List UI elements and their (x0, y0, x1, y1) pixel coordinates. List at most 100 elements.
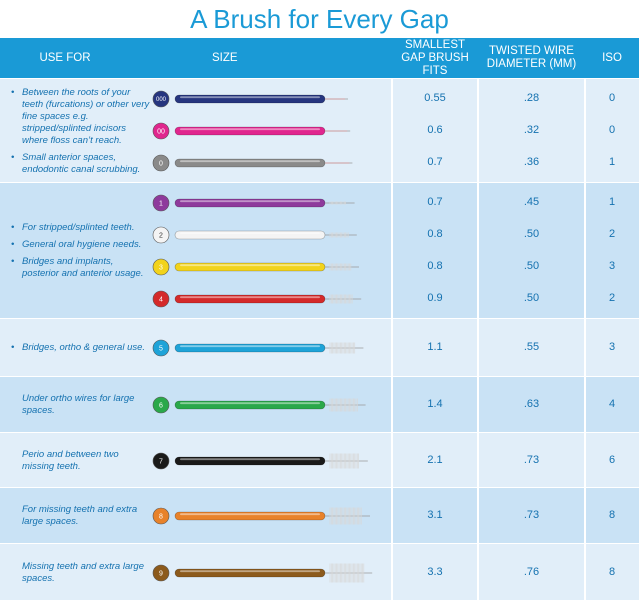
handle (174, 343, 326, 353)
use-text: General oral hygiene needs. (10, 239, 150, 251)
wire-cell: .50 (523, 292, 540, 304)
divider (584, 183, 586, 319)
use-text: Bridges, ortho & general use. (10, 342, 150, 354)
handle-shine (180, 200, 320, 203)
divider (584, 377, 586, 433)
uses: For missing teeth and extra large spaces… (10, 488, 150, 544)
handle-shine (180, 96, 320, 99)
size-badge (152, 396, 170, 414)
brush: 5 (152, 339, 364, 357)
divider (584, 488, 586, 544)
divider (477, 79, 479, 183)
iso-cell: 8 (608, 565, 616, 578)
handle-shine (180, 264, 320, 267)
gap-cell: 0.9 (427, 292, 443, 304)
handle-shine (180, 128, 320, 131)
handle (174, 262, 326, 272)
uses: Between the roots of your teeth (furcati… (10, 79, 150, 183)
size-label: 3 (159, 264, 163, 271)
handle-shine (180, 232, 320, 235)
divider (477, 377, 479, 433)
size-label: 2 (159, 232, 163, 239)
use-text: Under ortho wires for large spaces. (22, 393, 135, 416)
gap-cell: 1.1 (427, 341, 443, 353)
header-cell: TWISTED WIRE DIAMETER (MM) (486, 45, 577, 70)
gap-cell: 0.8 (427, 228, 443, 240)
size-label: 5 (159, 345, 163, 352)
handle (174, 126, 326, 136)
header-cell: SMALLEST GAP BRUSH FITS (401, 38, 469, 77)
iso-cell: 4 (608, 398, 616, 410)
use-text: For stripped/splinted teeth. (10, 222, 150, 234)
brush: 6 (152, 396, 366, 414)
size-badge (152, 226, 170, 244)
size-label: 1 (159, 200, 163, 207)
gap-cell: 2.1 (427, 453, 443, 466)
size-badge (152, 154, 170, 172)
use-text: Bridges and implants, posterior and ante… (10, 256, 150, 280)
iso-cell: 0 (608, 124, 616, 136)
group-row: Missing teeth and extra large spaces. 9 3.… (0, 543, 639, 600)
header-cell: USE FOR (39, 51, 91, 64)
wire-cell: .76 (523, 565, 540, 578)
handle-shine (180, 160, 320, 163)
iso-cell: 1 (608, 196, 616, 208)
brush: 00 (152, 122, 351, 140)
brush: 8 (152, 507, 370, 525)
iso-cell: 2 (608, 228, 616, 240)
brush: 7 (152, 452, 368, 469)
title: A Brush for Every Gap (190, 4, 449, 34)
brush: 9 (152, 563, 373, 582)
handle-shine (180, 513, 320, 516)
divider (391, 488, 393, 544)
handle (174, 198, 326, 208)
divider (584, 544, 586, 600)
size-label: 000 (156, 97, 167, 103)
brush: 4 (152, 290, 362, 308)
handle-shine (180, 345, 320, 348)
wire-cell: .55 (523, 341, 540, 353)
gap-cell: 0.7 (427, 156, 443, 168)
size-label: 9 (159, 570, 163, 577)
size-badge (152, 507, 170, 525)
iso-cell: 3 (608, 341, 616, 353)
handle (174, 456, 326, 465)
handle (174, 511, 326, 521)
iso-cell: 6 (608, 453, 616, 466)
divider (477, 183, 479, 319)
handle-shine (180, 402, 320, 405)
iso-cell: 8 (608, 509, 616, 521)
size-badge (152, 290, 170, 308)
iso-cell: 1 (608, 156, 616, 168)
size-badge (152, 194, 170, 212)
brush: 1 (152, 194, 355, 212)
brush: 000 (152, 90, 348, 108)
use-text: Missing teeth and extra large spaces. (22, 560, 144, 584)
use-text: Perio and between two missing teeth. (22, 448, 119, 472)
brush: 0 (152, 154, 353, 172)
gap-cell: 3.1 (427, 509, 443, 521)
group-row: For missing teeth and extra large spaces… (0, 487, 639, 544)
wire-cell: .45 (523, 196, 540, 208)
group-row: Under ortho wires for large spaces. 6 1.4.… (0, 376, 639, 433)
gap-cell: 0.55 (424, 92, 446, 104)
use-text: Between the roots of your teeth (furcati… (10, 87, 150, 147)
divider (391, 183, 393, 319)
handle (174, 568, 326, 577)
group-row: Perio and between two missing teeth. 7 2.1… (0, 432, 639, 488)
divider (584, 79, 586, 183)
wire-cell: .73 (523, 453, 540, 466)
size-label: 0 (159, 160, 163, 167)
divider (477, 544, 479, 600)
group-row: Between the roots of your teeth (furcati… (0, 78, 639, 183)
size-badge (152, 258, 170, 276)
size-label: 7 (159, 458, 163, 465)
uses: Bridges, ortho & general use. (10, 319, 150, 377)
brush: 2 (152, 226, 357, 244)
divider (584, 433, 586, 488)
wire-cell: .50 (523, 228, 540, 240)
size-badge (152, 122, 170, 140)
handle (174, 294, 326, 304)
wire-cell: .36 (523, 156, 540, 168)
